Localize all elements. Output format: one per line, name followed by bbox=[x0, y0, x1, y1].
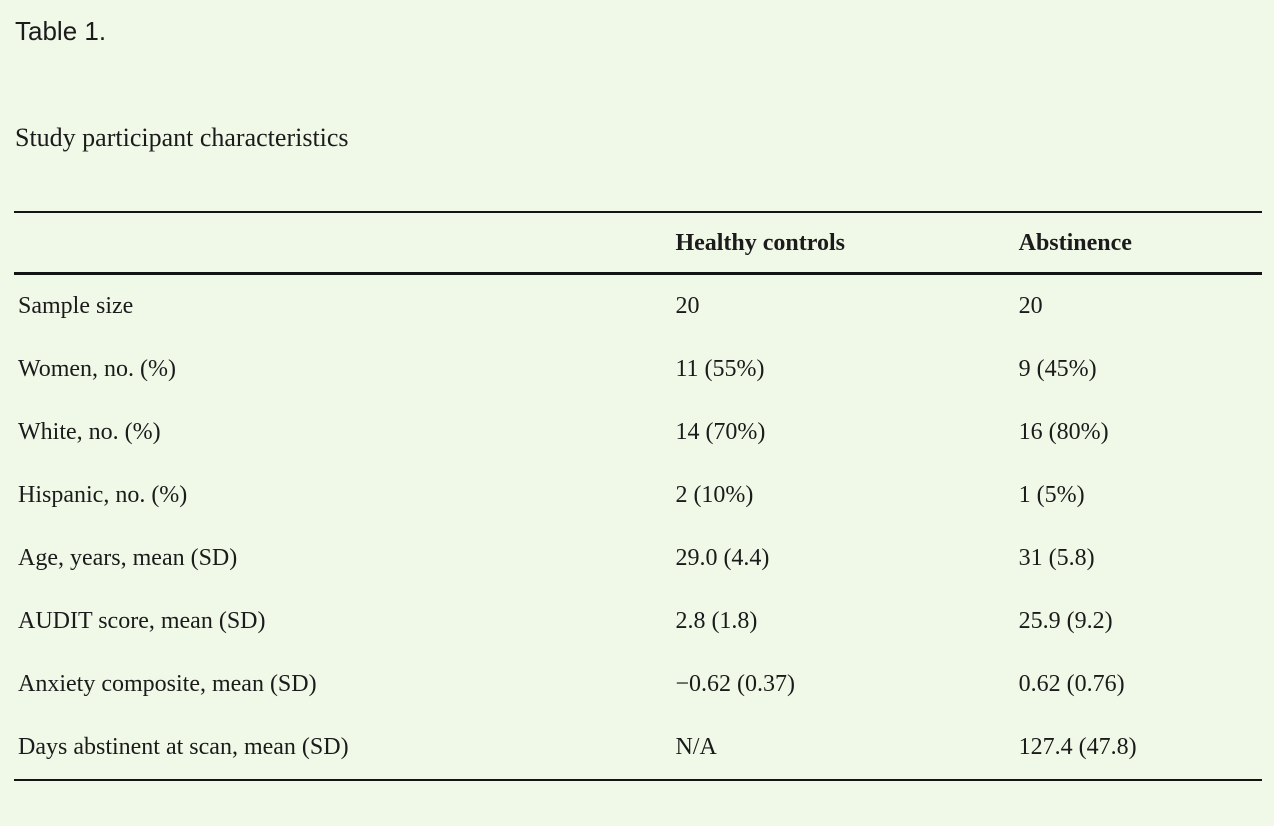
healthy-value: 20 bbox=[675, 293, 700, 319]
row-label: Days abstinent at scan, mean (SD) bbox=[18, 734, 349, 760]
abstinence-value: 20 bbox=[1018, 293, 1043, 319]
healthy-value: −0.62 (0.37) bbox=[675, 671, 795, 697]
row-label: AUDIT score, mean (SD) bbox=[18, 608, 266, 634]
table-row: Age, years, mean (SD) 29.0 (4.4) 31 (5.8) bbox=[14, 527, 1262, 590]
table-header: Healthy controls Abstinence bbox=[14, 212, 1262, 274]
abstinence-value: 25.9 (9.2) bbox=[1018, 608, 1113, 634]
table-row: Anxiety composite, mean (SD) −0.62 (0.37)… bbox=[14, 653, 1262, 716]
header-cell-abstinence: Abstinence bbox=[1018, 230, 1132, 256]
healthy-value: 2 (10%) bbox=[675, 482, 754, 508]
row-label: Anxiety composite, mean (SD) bbox=[18, 671, 317, 697]
table-body: Sample size 20 20 Women, no. (%) 11 (55%) 9 (… bbox=[14, 274, 1262, 781]
abstinence-value: 127.4 (47.8) bbox=[1018, 734, 1137, 760]
healthy-value: 11 (55%) bbox=[675, 356, 765, 382]
abstinence-value: 31 (5.8) bbox=[1018, 545, 1095, 571]
table-row: Hispanic, no. (%) 2 (10%) 1 (5%) bbox=[14, 464, 1262, 527]
abstinence-value: 1 (5%) bbox=[1018, 482, 1085, 508]
row-label: Sample size bbox=[18, 293, 134, 319]
table-row: Days abstinent at scan, mean (SD) N/A 127.… bbox=[14, 716, 1262, 780]
row-label: Women, no. (%) bbox=[18, 356, 177, 382]
table-number-heading: Table 1. bbox=[15, 16, 107, 46]
abstinence-value: 0.62 (0.76) bbox=[1018, 671, 1125, 697]
healthy-value: N/A bbox=[675, 734, 717, 760]
row-label: White, no. (%) bbox=[18, 419, 161, 445]
abstinence-value: 9 (45%) bbox=[1018, 356, 1097, 382]
header-cell-healthy-controls: Healthy controls bbox=[675, 230, 845, 256]
table-row: White, no. (%) 14 (70%) 16 (80%) bbox=[14, 401, 1262, 464]
table-row: AUDIT score, mean (SD) 2.8 (1.8) 25.9 (9.2… bbox=[14, 590, 1262, 653]
table-row: Sample size 20 20 bbox=[14, 274, 1262, 339]
table-row: Women, no. (%) 11 (55%) 9 (45%) bbox=[14, 338, 1262, 401]
row-label: Hispanic, no. (%) bbox=[18, 482, 188, 508]
healthy-value: 29.0 (4.4) bbox=[675, 545, 770, 571]
participant-characteristics-table: Healthy controls Abstinence Sample size 2… bbox=[14, 211, 1262, 781]
table-header-row: Healthy controls Abstinence bbox=[14, 212, 1262, 274]
table-caption: Study participant characteristics bbox=[15, 123, 349, 152]
row-label: Age, years, mean (SD) bbox=[18, 545, 238, 571]
abstinence-value: 16 (80%) bbox=[1018, 419, 1109, 445]
healthy-value: 2.8 (1.8) bbox=[675, 608, 758, 634]
healthy-value: 14 (70%) bbox=[675, 419, 766, 445]
header-cell-empty bbox=[14, 212, 675, 274]
